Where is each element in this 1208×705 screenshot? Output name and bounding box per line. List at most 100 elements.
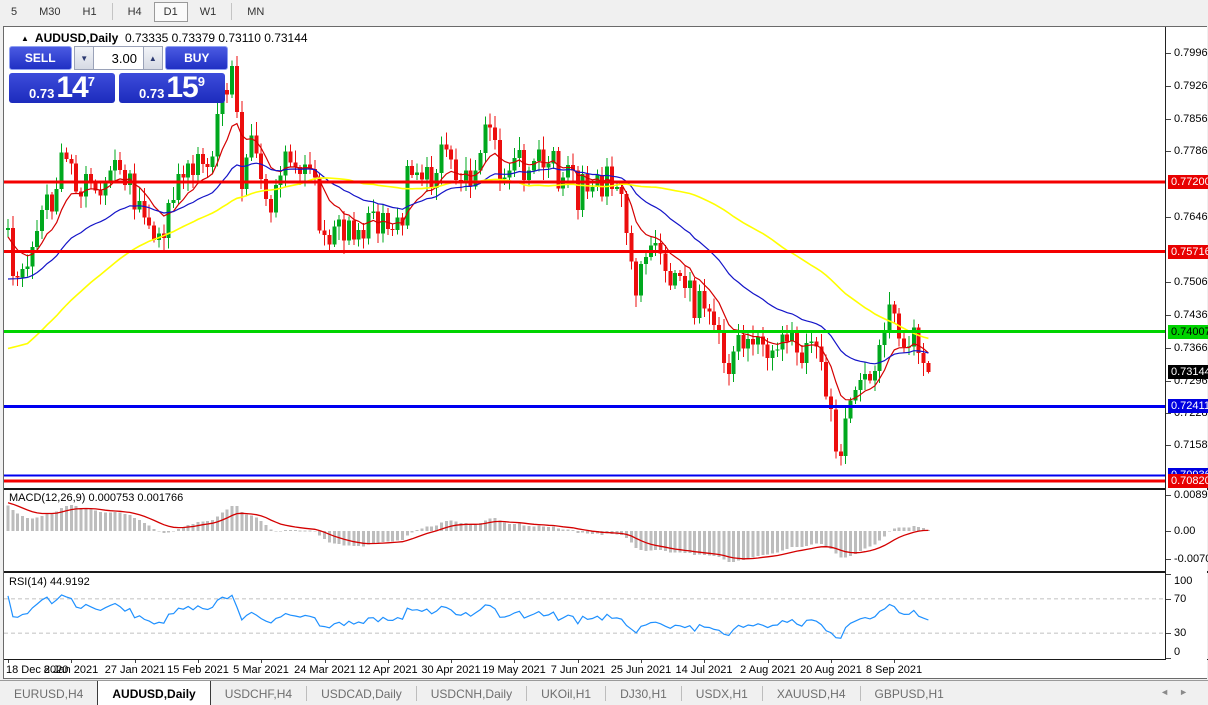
timeframe-toolbar: 5 M30 H1 H4 D1 W1 MN (0, 0, 1208, 23)
buy-price-big: 15 (166, 71, 198, 104)
timeframe-button-5[interactable]: 5 (11, 5, 18, 18)
tab-usdx-h1[interactable]: USDX,H1 (695, 687, 748, 701)
price-level-label: 0.77200 (1168, 175, 1208, 189)
tab-eurusd-h4[interactable]: EURUSD,H4 (14, 687, 84, 701)
timeframe-button-mn[interactable]: MN (247, 5, 265, 18)
date-tick-label: 8 Sep 2021 (865, 664, 923, 676)
tab-separator (761, 686, 763, 701)
price-tick-mark (1166, 315, 1171, 316)
date-tick-mark (261, 660, 262, 663)
pane-separator[interactable] (4, 571, 1208, 573)
rsi-pane-svg[interactable] (4, 573, 1165, 659)
timeframe-button-m30[interactable]: M30 (39, 5, 61, 18)
timeframe-button-d1[interactable]: D1 (153, 1, 188, 22)
pane-separator (4, 659, 1208, 660)
price-level-label: 0.74007 (1168, 325, 1208, 339)
date-tick-mark (135, 660, 136, 663)
tab-separator (306, 686, 308, 701)
tab-separator (526, 686, 528, 701)
price-tick-mark (1166, 282, 1171, 283)
macd-tick-mark (1166, 495, 1171, 496)
price-tick-mark (1166, 151, 1171, 152)
tab-separator (680, 686, 682, 701)
one-click-trading-panel: SELL ▼ 3.00 ▲ BUY 0.73 14 7 0.73 15 9 (9, 46, 229, 103)
rsi-tick-mark (1166, 633, 1171, 634)
chart-header: ▲ AUDUSD,Daily 0.73335 0.73379 0.73110 0.… (21, 31, 308, 45)
collapse-triangle-icon[interactable]: ▲ (21, 34, 29, 43)
date-tick-mark (71, 660, 72, 663)
date-tick-mark (894, 660, 895, 663)
rsi-tick-mark (1166, 599, 1171, 600)
volume-decrease-button[interactable]: ▼ (74, 46, 95, 70)
tab-ukoil-h1[interactable]: UKOil,H1 (541, 687, 592, 701)
sell-price-sup: 7 (87, 74, 95, 89)
buy-price-sup: 9 (197, 74, 205, 89)
macd-pane-svg[interactable] (4, 490, 1165, 571)
toolbar-separator (231, 3, 233, 20)
price-level-label: 0.70820 (1168, 474, 1208, 488)
rsi-tick-label: 70 (1174, 593, 1187, 605)
date-tick-label: 8 Jan 2021 (43, 664, 99, 676)
main-chart-svg[interactable] (4, 27, 1165, 488)
sell-button[interactable]: SELL (9, 46, 72, 70)
tab-gbpusd-h1[interactable]: GBPUSD,H1 (874, 687, 944, 701)
timeframe-button-h1[interactable]: H1 (82, 5, 97, 18)
date-tick-label: 18 Dec 2020 (6, 664, 69, 676)
price-tick-mark (1166, 53, 1171, 54)
date-tick-label: 27 Jan 2021 (104, 664, 166, 676)
price-tick-mark (1166, 413, 1171, 414)
timeframe-button-w1[interactable]: W1 (199, 5, 217, 18)
chart-tabs-bar: EURUSD,H4 AUDUSD,Daily USDCHF,H4 USDCAD,Dai… (0, 680, 1208, 705)
date-tick-label: 14 Jul 2021 (675, 664, 733, 676)
date-axis[interactable]: 18 Dec 2020 8 Jan 2021 27 Jan 2021 15 Feb 2… (4, 660, 1207, 678)
macd-tick-label: 0.008904 (1174, 489, 1208, 501)
tab-separator (415, 686, 417, 701)
toolbar-separator (111, 3, 113, 20)
buy-button[interactable]: BUY (165, 46, 229, 70)
tab-scroll-left-icon[interactable]: ◄ (1160, 687, 1180, 697)
price-level-label: 0.72411 (1168, 399, 1208, 413)
date-tick-mark (8, 660, 9, 663)
tab-audusd-daily[interactable]: AUDUSD,Daily (97, 681, 211, 705)
volume-increase-button[interactable]: ▲ (142, 46, 163, 70)
date-tick-label: 2 Aug 2021 (740, 664, 796, 676)
tab-usdcad-daily[interactable]: USDCAD,Daily (321, 687, 402, 701)
macd-tick-label: -0.007013 (1174, 553, 1208, 565)
sell-price-display[interactable]: 0.73 14 7 (9, 73, 115, 103)
price-tick-mark (1166, 217, 1171, 218)
date-tick-label: 20 Aug 2021 (800, 664, 862, 676)
tab-usdchf-h4[interactable]: USDCHF,H4 (224, 687, 293, 701)
pane-separator[interactable] (4, 488, 1208, 490)
macd-tick-mark (1166, 531, 1171, 532)
rsi-tick-label: 0 (1174, 646, 1181, 658)
tab-usdcnh-daily[interactable]: USDCNH,Daily (430, 687, 513, 701)
date-tick-mark (641, 660, 642, 663)
date-tick-mark (704, 660, 705, 663)
date-tick-mark (388, 660, 389, 663)
date-tick-label: 7 Jun 2021 (550, 664, 606, 676)
rsi-tick-label: 30 (1174, 627, 1187, 639)
volume-input[interactable]: 3.00 (94, 46, 143, 70)
chart-symbol-label: AUDUSD,Daily (34, 31, 119, 45)
date-tick-label: 5 Mar 2021 (233, 664, 289, 676)
timeframe-button-h4[interactable]: H4 (127, 5, 142, 18)
rsi-tick-mark (1166, 574, 1171, 575)
tab-separator (605, 686, 607, 701)
tab-scroll-right-icon[interactable]: ► (1179, 687, 1198, 697)
price-tick-mark (1166, 348, 1171, 349)
rsi-tick-label: 100 (1174, 575, 1193, 587)
buy-price-display[interactable]: 0.73 15 9 (119, 73, 225, 103)
tab-xauusd-h4[interactable]: XAUUSD,H4 (776, 687, 846, 701)
date-tick-mark (451, 660, 452, 663)
tab-dj30-h1[interactable]: DJ30,H1 (620, 687, 667, 701)
